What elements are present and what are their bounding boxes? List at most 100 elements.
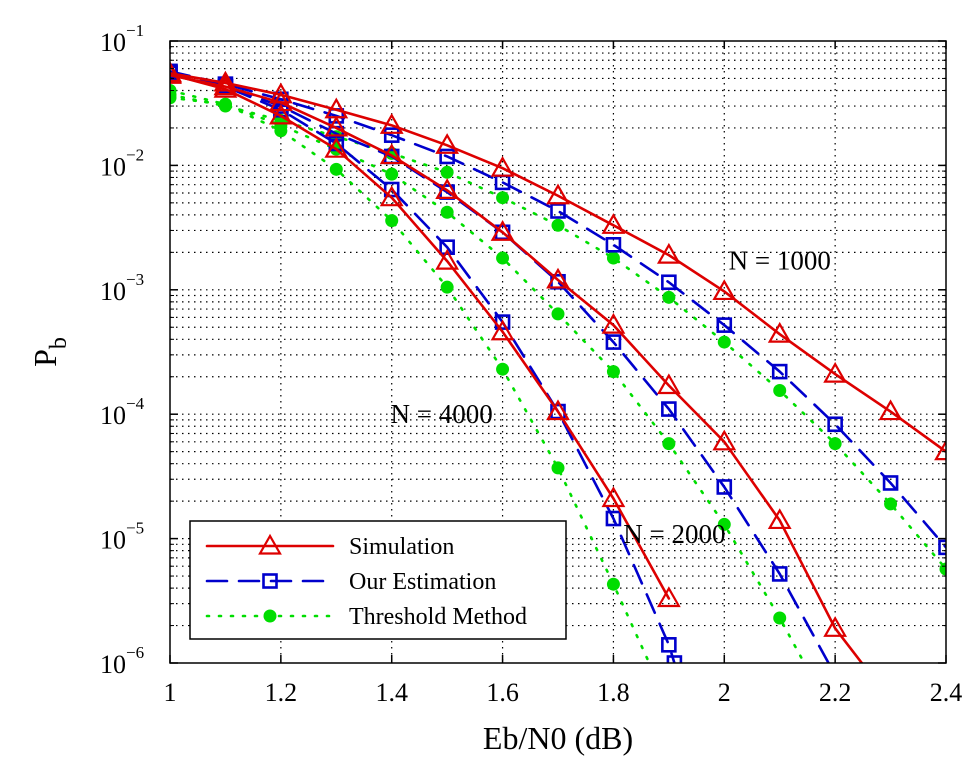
data-point-thr: [606, 577, 620, 591]
x-axis-label: Eb/N0 (dB): [483, 720, 633, 756]
data-point-sim: [656, 373, 681, 395]
annotation-0: N = 1000: [729, 246, 831, 276]
data-point-est: [882, 475, 899, 491]
data-point-thr: [662, 437, 676, 451]
series-line-sim: [170, 72, 671, 600]
data-point-sim: [767, 321, 792, 343]
y-tick-label-1: 10−2: [100, 145, 144, 181]
data-point-sim: [379, 113, 404, 134]
data-point-est: [170, 64, 178, 81]
data-point-sim: [379, 143, 404, 165]
data-point-sim: [656, 586, 681, 608]
x-tick-label-7: 2.4: [930, 678, 963, 707]
series-sim-2000: [170, 63, 864, 663]
legend: Simulation Our Estimation Threshold Method: [189, 520, 567, 640]
data-point-sim: [170, 62, 182, 83]
annotation-1: N = 4000: [390, 399, 492, 429]
data-point-thr: [828, 437, 842, 451]
data-point-sim: [435, 248, 460, 270]
data-point-est: [661, 274, 677, 291]
data-point-est: [383, 127, 400, 143]
legend-entry-est: Our Estimation: [205, 569, 496, 595]
data-point-sim: [712, 279, 737, 301]
data-point-est: [661, 637, 677, 653]
data-point-thr: [606, 251, 620, 265]
y-axis-label-base: P: [27, 349, 63, 367]
legend-label-est: Our Estimation: [349, 569, 496, 595]
data-point-sim: [712, 429, 737, 451]
data-point-sim: [823, 616, 848, 637]
data-point-sim: [767, 508, 792, 530]
data-point-sim: [324, 136, 349, 158]
data-point-sim: [601, 486, 626, 508]
data-point-est: [550, 203, 566, 219]
data-point-thr: [551, 218, 565, 232]
data-point-thr: [218, 97, 232, 111]
data-point-thr: [385, 214, 399, 228]
data-point-est: [605, 334, 622, 350]
data-point-est: [666, 655, 683, 663]
x-tick-label-6: 2.2: [819, 678, 852, 707]
series-sim-1000: [170, 61, 946, 461]
data-point-est: [771, 363, 788, 380]
data-point-sim: [546, 183, 570, 205]
data-point-sim: [490, 155, 515, 177]
data-point-sim: [435, 178, 460, 199]
data-point-sim: [934, 439, 946, 461]
y-tick-label-0: 10−1: [100, 21, 144, 57]
x-tick-label-3: 1.6: [486, 678, 519, 707]
data-point-thr: [496, 251, 510, 265]
legend-swatch-marker: [262, 573, 278, 589]
series-line-thr: [170, 96, 651, 663]
data-point-thr: [717, 517, 731, 531]
data-point-thr: [440, 165, 454, 179]
data-point-est: [938, 539, 946, 556]
data-point-thr: [496, 191, 510, 205]
data-point-sim: [546, 399, 570, 421]
data-point-thr: [496, 362, 510, 376]
data-point-est: [771, 566, 788, 582]
legend-label-thr: Threshold Method: [349, 604, 527, 630]
y-axis-label: Pb: [27, 337, 72, 367]
data-point-sim: [268, 103, 293, 125]
series-sim-4000: [170, 62, 681, 608]
data-point-thr: [773, 611, 787, 625]
data-point-sim: [490, 220, 515, 241]
x-tick-label-0: 1: [164, 678, 177, 707]
data-point-thr: [551, 461, 565, 475]
data-point-est: [661, 401, 677, 417]
annotation-2: N = 2000: [623, 519, 725, 549]
data-point-thr: [717, 335, 731, 349]
data-point-est: [439, 148, 455, 165]
data-point-sim: [213, 76, 238, 98]
x-tick-label-1: 1.2: [265, 678, 298, 707]
data-point-thr: [662, 290, 676, 304]
data-point-thr: [385, 167, 399, 181]
data-point-sim: [601, 213, 626, 234]
axis-ticks: 1 1.2 1.4 1.6 1.8 2 2.2 2.4 10−1 10−2 10−3 10−4 10−5…: [100, 21, 962, 707]
y-tick-label-4: 10−5: [100, 519, 144, 555]
y-tick-label-2: 10−3: [100, 270, 144, 306]
y-tick-label-3: 10−4: [100, 394, 145, 430]
annotations: N = 1000 N = 4000 N = 2000: [390, 246, 830, 549]
data-point-thr: [440, 280, 454, 294]
data-point-sim: [823, 361, 848, 383]
legend-swatch-marker: [263, 609, 277, 623]
x-tick-label-4: 1.8: [597, 678, 630, 707]
data-point-sim: [601, 312, 626, 334]
data-point-sim: [490, 319, 515, 341]
data-point-thr: [274, 124, 288, 138]
data-point-est: [716, 479, 733, 495]
data-point-thr: [551, 307, 565, 321]
x-tick-label-2: 1.4: [375, 678, 408, 707]
data-point-est: [716, 317, 733, 333]
legend-entry-thr: Threshold Method: [205, 604, 527, 630]
data-point-thr: [884, 497, 898, 511]
data-point-sim: [435, 133, 460, 154]
data-point-sim: [379, 185, 404, 207]
data-point-thr: [329, 162, 343, 176]
data-point-thr: [773, 384, 787, 398]
data-point-thr: [440, 205, 454, 219]
data-point-est: [439, 239, 455, 256]
